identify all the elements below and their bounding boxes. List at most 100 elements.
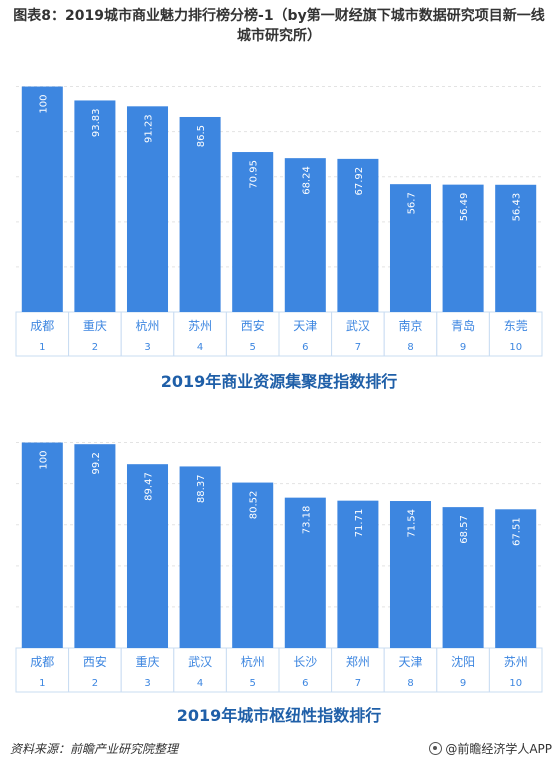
x-tick-label: 郑州 xyxy=(346,654,370,669)
rank-label: 4 xyxy=(197,678,203,689)
category-cell xyxy=(15,311,70,357)
brand-label: @前瞻经济学人APP xyxy=(445,742,552,756)
data-label: 67.51 xyxy=(512,517,523,546)
x-tick-label: 苏州 xyxy=(188,319,212,333)
rank-label: 8 xyxy=(407,678,413,689)
brand-logo-icon xyxy=(429,742,443,755)
data-label: 99.2 xyxy=(91,452,102,474)
x-tick-label: 杭州 xyxy=(135,318,159,333)
data-label: 70.95 xyxy=(249,160,260,189)
source-note: 资料来源：前瞻产业研究院整理 xyxy=(10,742,179,756)
category-cell xyxy=(225,647,280,693)
category-cell xyxy=(436,647,490,693)
chart1-plot: 成都 1 重庆 2 杭州 3 苏州 4 西安 5 天津 6 武汉 7 南京 8 青岛 9 东莞 10 100 93.83 9… xyxy=(15,86,543,357)
category-cell xyxy=(278,311,333,357)
rank-label: 5 xyxy=(250,342,256,353)
bar xyxy=(179,116,221,313)
chart-hub-index: 成都 1 西安 2 重庆 3 武汉 4 杭州 5 长沙 6 郑州 7 天津 8 沈阳 9 苏州 10 100 99.2 89… xyxy=(0,414,558,734)
chart1-title: 2019年商业资源集聚度指数排行 xyxy=(160,372,398,391)
x-tick-label: 武汉 xyxy=(346,319,370,333)
rank-label: 8 xyxy=(407,342,413,353)
category-cell xyxy=(331,647,385,693)
category-cell xyxy=(173,647,227,693)
chart2-title: 2019年城市枢纽性指数排行 xyxy=(176,706,382,725)
data-label: 93.83 xyxy=(91,108,102,137)
rank-label: 10 xyxy=(509,342,522,353)
rank-label: 9 xyxy=(460,342,466,353)
x-tick-label: 长沙 xyxy=(293,655,317,669)
chart2-plot: 成都 1 西安 2 重庆 3 武汉 4 杭州 5 长沙 6 郑州 7 天津 8 沈阳 9 苏州 10 100 99.2 89… xyxy=(15,442,543,693)
rank-label: 3 xyxy=(144,342,150,353)
category-cell xyxy=(278,647,333,693)
category-cell xyxy=(383,311,438,357)
x-tick-label: 沈阳 xyxy=(451,654,475,669)
category-cell xyxy=(120,647,175,693)
data-label: 56.49 xyxy=(459,193,470,222)
category-cell xyxy=(488,647,543,693)
figure-title: 图表8：2019城市商业魅力排行榜分榜-1（by第一财经旗下城市数据研究项目新一… xyxy=(13,8,545,44)
rank-label: 1 xyxy=(39,678,45,689)
bar xyxy=(284,497,326,648)
data-label: 67.92 xyxy=(354,167,365,196)
category-cell xyxy=(331,311,385,357)
x-tick-label: 重庆 xyxy=(83,319,107,333)
bar xyxy=(495,184,537,312)
bar xyxy=(337,158,379,312)
rank-label: 1 xyxy=(39,342,45,353)
x-tick-label: 武汉 xyxy=(188,655,212,669)
data-label: 71.54 xyxy=(407,509,418,538)
bar xyxy=(284,158,326,312)
x-tick-label: 西安 xyxy=(241,318,265,333)
rank-label: 6 xyxy=(302,342,308,353)
chart-commercial-resource: 成都 1 重庆 2 杭州 3 苏州 4 西安 5 天津 6 武汉 7 南京 8 青岛 9 东莞 10 100 93.83 9… xyxy=(0,56,558,398)
bar xyxy=(232,152,274,312)
x-tick-label: 天津 xyxy=(293,319,317,333)
rank-label: 10 xyxy=(509,678,522,689)
rank-label: 4 xyxy=(197,342,203,353)
bar xyxy=(126,464,169,648)
category-cell xyxy=(173,311,227,357)
data-label: 89.47 xyxy=(144,472,155,501)
data-label: 56.7 xyxy=(407,192,418,214)
bar xyxy=(126,106,169,313)
bar xyxy=(74,444,116,648)
x-tick-label: 成都 xyxy=(30,655,54,669)
bar xyxy=(442,184,484,312)
bar xyxy=(179,466,221,648)
bar xyxy=(74,100,116,313)
rank-label: 2 xyxy=(92,678,98,689)
category-cell xyxy=(15,647,70,693)
data-label: 71.71 xyxy=(354,509,365,538)
rank-label: 5 xyxy=(250,678,256,689)
category-cell xyxy=(383,647,438,693)
category-cell xyxy=(120,311,175,357)
bar xyxy=(495,509,537,648)
bar xyxy=(389,184,432,312)
data-label: 88.37 xyxy=(196,474,207,503)
data-label: 68.57 xyxy=(459,515,470,544)
bar xyxy=(232,482,274,648)
x-tick-label: 成都 xyxy=(30,319,54,333)
x-tick-label: 苏州 xyxy=(504,655,528,669)
data-label: 80.52 xyxy=(249,491,260,520)
x-tick-label: 南京 xyxy=(398,318,422,333)
x-tick-label: 天津 xyxy=(398,655,422,669)
rank-label: 6 xyxy=(302,678,308,689)
x-tick-label: 东莞 xyxy=(504,319,528,333)
footer: 资料来源：前瞻产业研究院整理 @前瞻经济学人APP xyxy=(0,738,558,762)
brand: @前瞻经济学人APP xyxy=(429,740,552,757)
category-cell xyxy=(68,647,122,693)
x-tick-label: 杭州 xyxy=(241,654,265,669)
bar xyxy=(389,501,432,648)
bar xyxy=(442,507,484,648)
data-label: 100 xyxy=(38,95,49,114)
x-tick-label: 重庆 xyxy=(135,655,159,669)
data-label: 73.18 xyxy=(301,506,312,535)
data-label: 86.5 xyxy=(196,125,207,147)
data-label: 91.23 xyxy=(144,114,155,143)
bar xyxy=(21,442,63,648)
x-tick-label: 青岛 xyxy=(451,318,475,333)
data-label: 68.24 xyxy=(301,166,312,195)
x-tick-label: 西安 xyxy=(83,654,107,669)
bar xyxy=(21,86,63,312)
